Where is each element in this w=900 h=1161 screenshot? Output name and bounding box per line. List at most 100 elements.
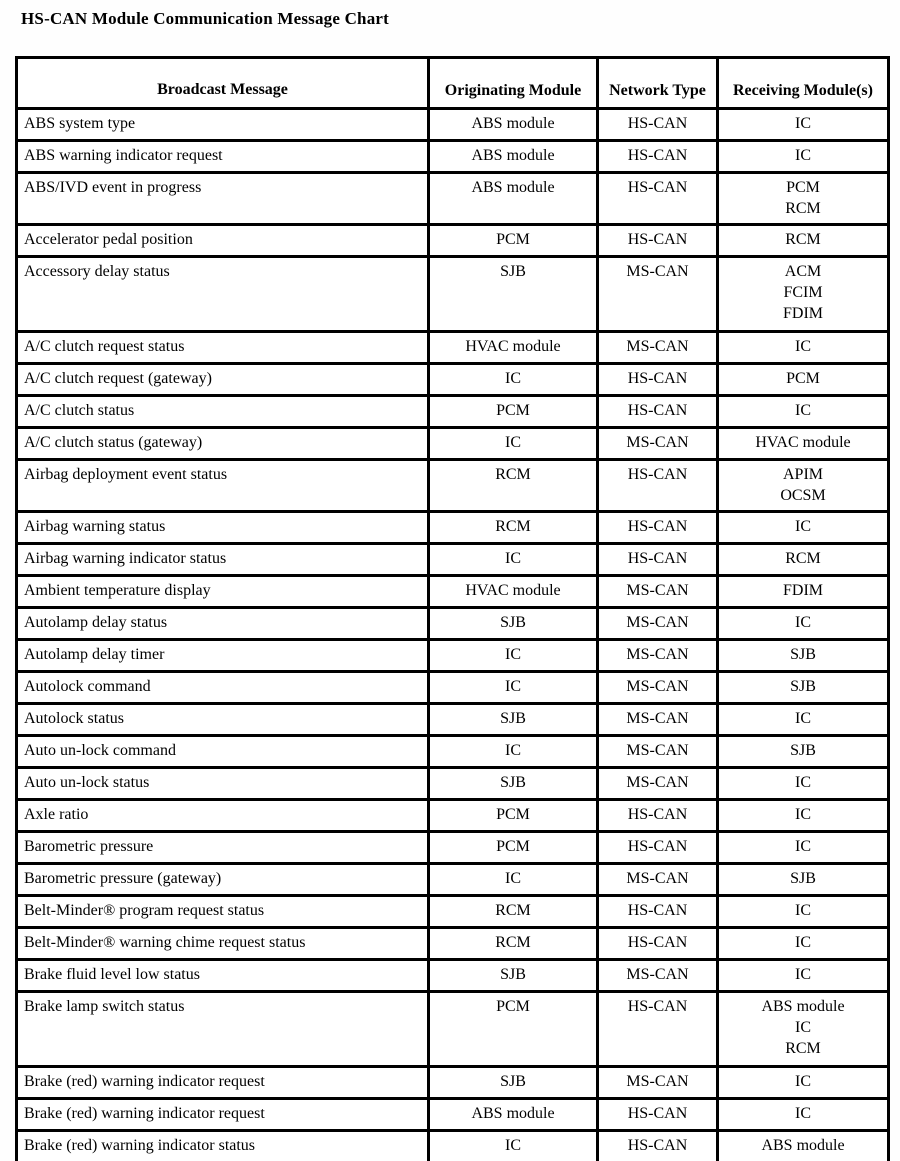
table-row: Airbag warning status RCM HS-CAN IC (15, 510, 890, 545)
cell-network-type: MS-CAN (596, 574, 719, 609)
cell-line: MS-CAN (626, 646, 689, 663)
cell-originating-module: ABS module (427, 171, 599, 226)
cell-line: HVAC module (465, 338, 561, 355)
cell-broadcast-message: Brake (red) warning indicator status (15, 1129, 430, 1161)
cell-line: MS-CAN (626, 614, 689, 631)
cell-receiving-modules: IC (716, 894, 890, 929)
table-row: Barometric pressure (gateway) IC MS-CAN SJB (15, 862, 890, 897)
table-row: Autolock status SJB MS-CAN IC (15, 702, 890, 737)
cell-line: Autolamp delay status (24, 614, 168, 631)
cell-broadcast-message: Auto un-lock command (15, 734, 430, 769)
cell-line: ACM (784, 263, 822, 280)
cell-originating-module: IC (427, 1129, 599, 1161)
cell-originating-module: SJB (427, 1065, 599, 1100)
cell-receiving-modules: IC (716, 394, 890, 429)
table-row: Brake fluid level low status SJB MS-CAN IC (15, 958, 890, 993)
cell-line: IC (795, 934, 811, 951)
cell-line: RCM (785, 550, 821, 567)
table-row: Airbag deployment event status RCM HS-CAN A… (15, 458, 890, 513)
cell-line: Autolock status (24, 710, 124, 727)
cell-line: Axle ratio (24, 806, 89, 823)
cell-line: IC (505, 742, 521, 759)
cell-network-type: HS-CAN (596, 171, 719, 226)
cell-line: HS-CAN (627, 179, 688, 196)
cell-line: ABS module (471, 115, 555, 132)
cell-broadcast-message: Ambient temperature display (15, 574, 430, 609)
cell-broadcast-message: Brake (red) warning indicator request (15, 1097, 430, 1132)
cell-line: IC (795, 518, 811, 535)
table-row: Autolock command IC MS-CAN SJB (15, 670, 890, 705)
page-title: HS-CAN Module Communication Message Char… (21, 9, 390, 28)
cell-line: RCM (495, 466, 531, 483)
cell-broadcast-message: Brake (red) warning indicator request (15, 1065, 430, 1100)
cell-line: Accelerator pedal position (24, 231, 193, 248)
cell-line: PCM (496, 806, 530, 823)
cell-network-type: HS-CAN (596, 223, 719, 258)
cell-originating-module: PCM (427, 798, 599, 833)
cell-receiving-modules: FDIM (716, 574, 890, 609)
cell-line: IC (795, 806, 811, 823)
message-chart-table: Broadcast Message Originating Module Net… (15, 56, 890, 1161)
cell-receiving-modules: RCM (716, 542, 890, 577)
cell-broadcast-message: Auto un-lock status (15, 766, 430, 801)
cell-line: IC (795, 147, 811, 164)
cell-network-type: HS-CAN (596, 1097, 719, 1132)
cell-network-type: HS-CAN (596, 394, 719, 429)
cell-line: Auto un-lock status (24, 774, 150, 791)
table-row: Brake (red) warning indicator status IC HS… (15, 1129, 890, 1161)
cell-line: HS-CAN (627, 115, 688, 132)
cell-line: Airbag warning status (24, 518, 166, 535)
cell-line: SJB (500, 614, 526, 631)
cell-broadcast-message: Airbag warning indicator status (15, 542, 430, 577)
cell-line: IC (505, 870, 521, 887)
cell-network-type: MS-CAN (596, 734, 719, 769)
cell-line: Belt-Minder® program request status (24, 902, 265, 919)
cell-broadcast-message: A/C clutch request status (15, 330, 430, 365)
cell-line: FCIM (783, 284, 823, 301)
cell-line: MS-CAN (626, 742, 689, 759)
cell-receiving-modules: IC (716, 606, 890, 641)
table-row: Ambient temperature display HVAC module MS… (15, 574, 890, 609)
cell-broadcast-message: A/C clutch request (gateway) (15, 362, 430, 397)
cell-line: RCM (785, 200, 821, 217)
cell-line: Brake (red) warning indicator request (24, 1105, 265, 1122)
cell-line: FDIM (782, 305, 823, 322)
cell-originating-module: IC (427, 542, 599, 577)
table-row: ABS/IVD event in progress ABS module HS-CA… (15, 171, 890, 226)
cell-line: HVAC module (465, 582, 561, 599)
cell-broadcast-message: ABS warning indicator request (15, 139, 430, 174)
cell-line: IC (795, 338, 811, 355)
cell-originating-module: IC (427, 362, 599, 397)
cell-line: IC (505, 370, 521, 387)
cell-line: PCM (786, 370, 820, 387)
cell-line: IC (795, 966, 811, 983)
cell-line: HS-CAN (627, 1105, 688, 1122)
cell-network-type: HS-CAN (596, 798, 719, 833)
cell-receiving-modules: PCM RCM (716, 171, 890, 226)
cell-line: HS-CAN (627, 402, 688, 419)
cell-receiving-modules: IC (716, 958, 890, 993)
table-row: Brake (red) warning indicator request SJB… (15, 1065, 890, 1100)
cell-receiving-modules: IC (716, 766, 890, 801)
cell-line: Brake fluid level low status (24, 966, 200, 983)
cell-line: RCM (785, 1040, 821, 1057)
cell-network-type: MS-CAN (596, 862, 719, 897)
cell-line: Auto un-lock command (24, 742, 176, 759)
cell-originating-module: ABS module (427, 1097, 599, 1132)
cell-originating-module: IC (427, 670, 599, 705)
cell-line: HS-CAN (627, 370, 688, 387)
cell-line: HS-CAN (627, 806, 688, 823)
cell-broadcast-message: Airbag deployment event status (15, 458, 430, 513)
cell-network-type: HS-CAN (596, 1129, 719, 1161)
cell-line: MS-CAN (626, 1073, 689, 1090)
cell-receiving-modules: ABS module IC RCM (716, 990, 890, 1068)
cell-line: HS-CAN (627, 466, 688, 483)
cell-line: MS-CAN (626, 774, 689, 791)
cell-line: Barometric pressure (24, 838, 154, 855)
cell-line: SJB (500, 710, 526, 727)
table-row: Accelerator pedal position PCM HS-CAN RCM (15, 223, 890, 258)
cell-receiving-modules: RCM (716, 223, 890, 258)
cell-network-type: HS-CAN (596, 542, 719, 577)
cell-receiving-modules: SJB (716, 862, 890, 897)
